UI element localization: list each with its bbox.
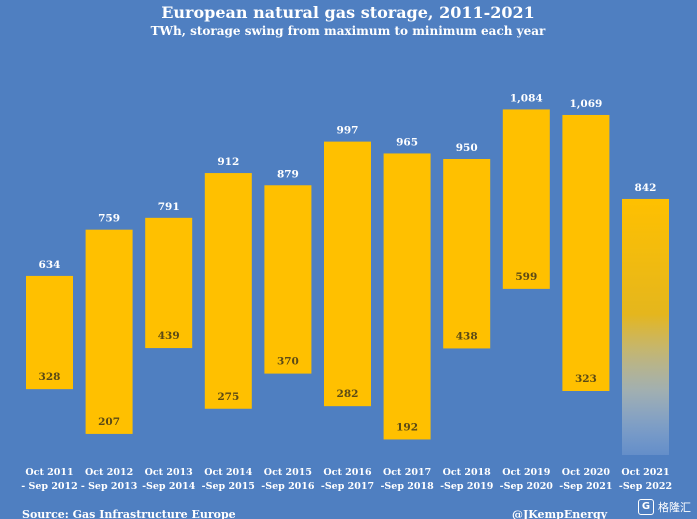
bar <box>264 185 312 374</box>
bar <box>502 109 550 289</box>
x-tick-label: Oct 2017 <box>383 467 431 478</box>
x-tick-label: -Sep 2021 <box>559 481 612 492</box>
max-value-label: 791 <box>158 201 180 213</box>
max-value-label: 879 <box>277 168 299 180</box>
x-tick-label: Oct 2016 <box>323 467 372 478</box>
x-tick-label: -Sep 2015 <box>202 481 255 492</box>
min-value-label: 207 <box>98 416 120 428</box>
min-value-label: 438 <box>456 330 478 342</box>
min-value-label: 599 <box>515 271 537 283</box>
bar <box>324 141 371 407</box>
x-tick-label: - Sep 2012 <box>21 481 78 492</box>
max-value-label: 912 <box>217 156 239 168</box>
min-value-label: 439 <box>158 330 180 342</box>
bar <box>85 229 133 434</box>
bar <box>383 153 431 440</box>
x-tick-label: Oct 2015 <box>264 467 312 478</box>
max-value-label: 1,084 <box>510 92 543 104</box>
max-value-label: 759 <box>98 213 120 225</box>
x-tick-label: Oct 2020 <box>562 467 611 478</box>
x-tick-label: -Sep 2019 <box>440 481 494 492</box>
max-value-label: 950 <box>456 142 478 154</box>
x-tick-label: Oct 2018 <box>443 467 492 478</box>
chart-subtitle: TWh, storage swing from maximum to minim… <box>151 24 546 38</box>
x-tick-label: -Sep 2022 <box>619 481 672 492</box>
bar <box>26 275 73 390</box>
min-value-label: 328 <box>39 371 61 383</box>
min-value-label: 192 <box>396 421 418 433</box>
max-value-label: 1,069 <box>569 98 602 110</box>
min-value-label: 370 <box>277 356 299 368</box>
max-value-label: 634 <box>39 259 61 271</box>
max-value-label: 842 <box>635 182 657 194</box>
watermark: G 格隆汇 <box>638 499 691 515</box>
watermark-text: 格隆汇 <box>658 501 691 514</box>
watermark-logo-icon: G <box>638 499 654 515</box>
x-tick-label: - Sep 2013 <box>81 481 138 492</box>
x-tick-label: Oct 2011 <box>25 467 73 478</box>
x-tick-label: Oct 2012 <box>85 467 133 478</box>
credit-handle: @JKempEnergy <box>512 508 608 519</box>
x-tick-label: Oct 2021 <box>621 467 669 478</box>
max-value-label: 965 <box>396 136 418 148</box>
x-tick-label: -Sep 2016 <box>261 481 315 492</box>
max-value-label: 997 <box>337 125 359 137</box>
x-tick-label: -Sep 2020 <box>500 481 554 492</box>
min-value-label: 282 <box>337 388 359 400</box>
chart-title: European natural gas storage, 2011-2021 <box>161 3 535 22</box>
x-tick-label: Oct 2013 <box>145 467 193 478</box>
x-tick-label: -Sep 2017 <box>321 481 374 492</box>
bar <box>145 217 193 349</box>
bars-group: 634 328 Oct 2011 - Sep 2012 759 207 Oct 2012 - … <box>21 92 672 492</box>
x-tick-label: Oct 2014 <box>204 467 253 478</box>
bar <box>204 173 252 409</box>
bar-projected <box>622 198 669 455</box>
x-tick-label: -Sep 2018 <box>380 481 434 492</box>
min-value-label: 323 <box>575 373 597 385</box>
bar <box>562 114 610 391</box>
x-tick-label: Oct 2019 <box>502 467 551 478</box>
x-tick-label: -Sep 2014 <box>142 481 196 492</box>
bar <box>443 159 491 349</box>
min-value-label: 275 <box>217 391 239 403</box>
source-note: Source: Gas Infrastructure Europe <box>22 508 236 519</box>
